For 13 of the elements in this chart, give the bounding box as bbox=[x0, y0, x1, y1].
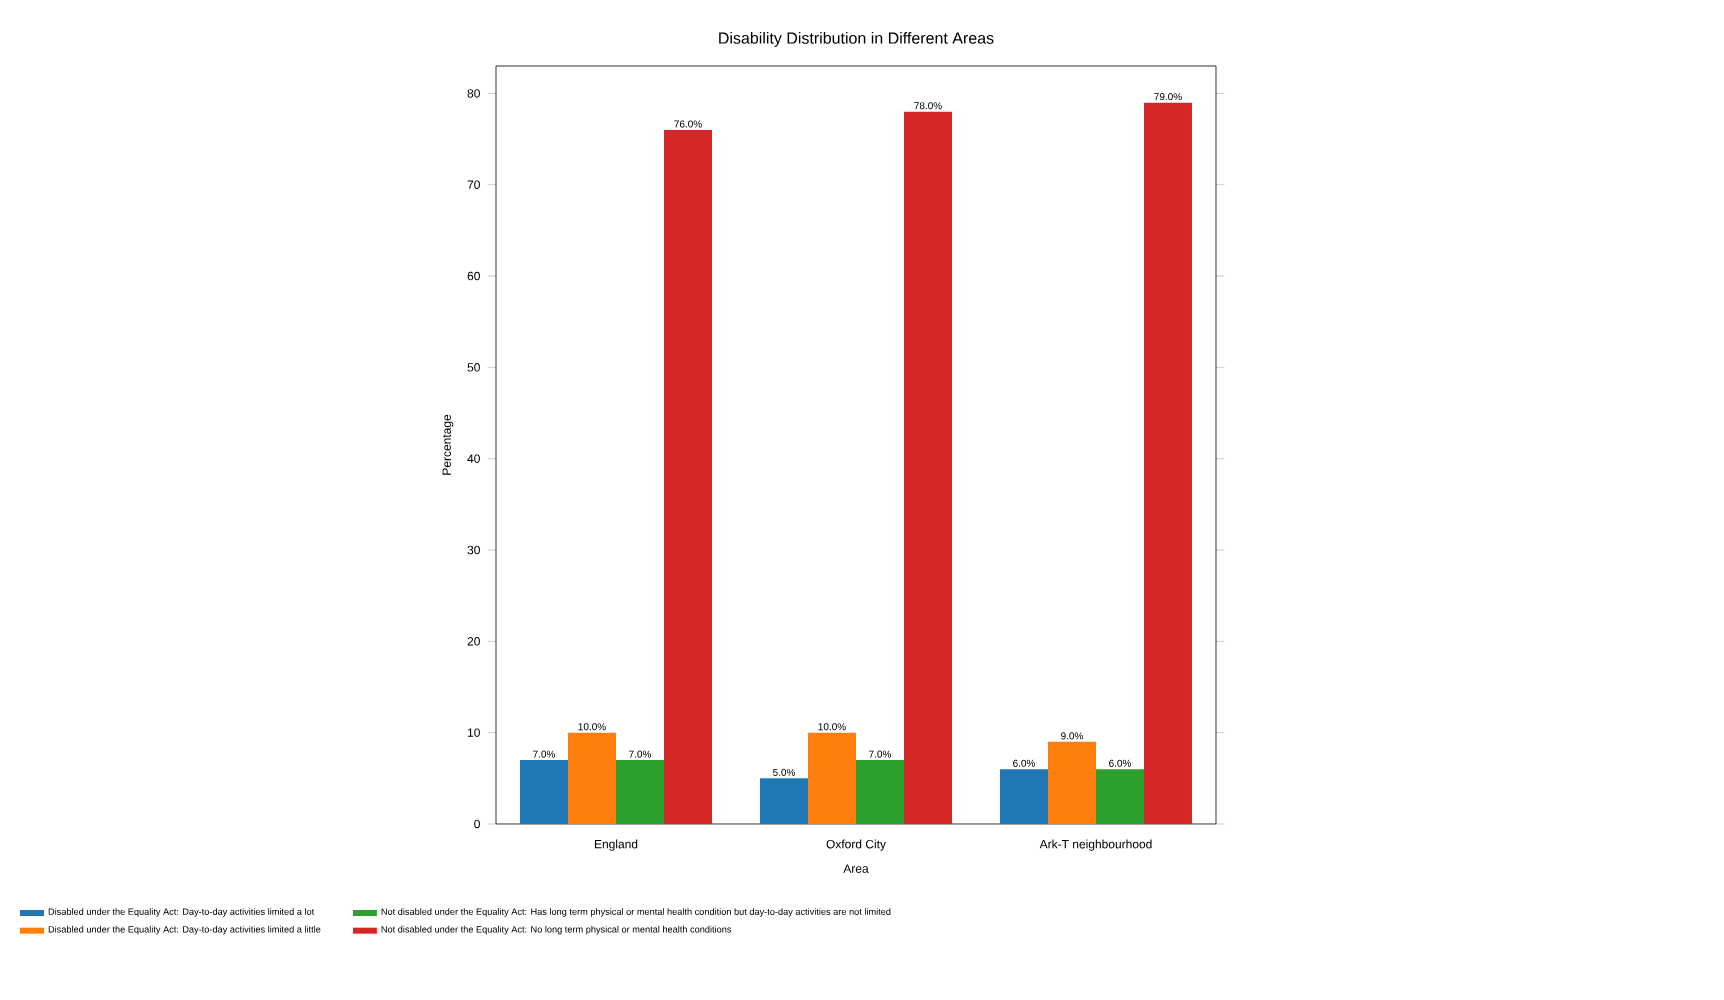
bar bbox=[1000, 769, 1048, 824]
bar bbox=[808, 732, 856, 824]
bar bbox=[664, 129, 712, 824]
bar bbox=[568, 732, 616, 824]
bar bbox=[1095, 769, 1144, 824]
bar bbox=[760, 778, 808, 824]
bar bbox=[520, 760, 568, 824]
bar bbox=[904, 111, 952, 824]
chart-title: Disability Distribution in Different Areas bbox=[719, 32, 994, 47]
bar bbox=[1048, 741, 1096, 824]
bar bbox=[1143, 102, 1192, 824]
bar bbox=[855, 760, 904, 824]
bar bbox=[616, 760, 664, 824]
